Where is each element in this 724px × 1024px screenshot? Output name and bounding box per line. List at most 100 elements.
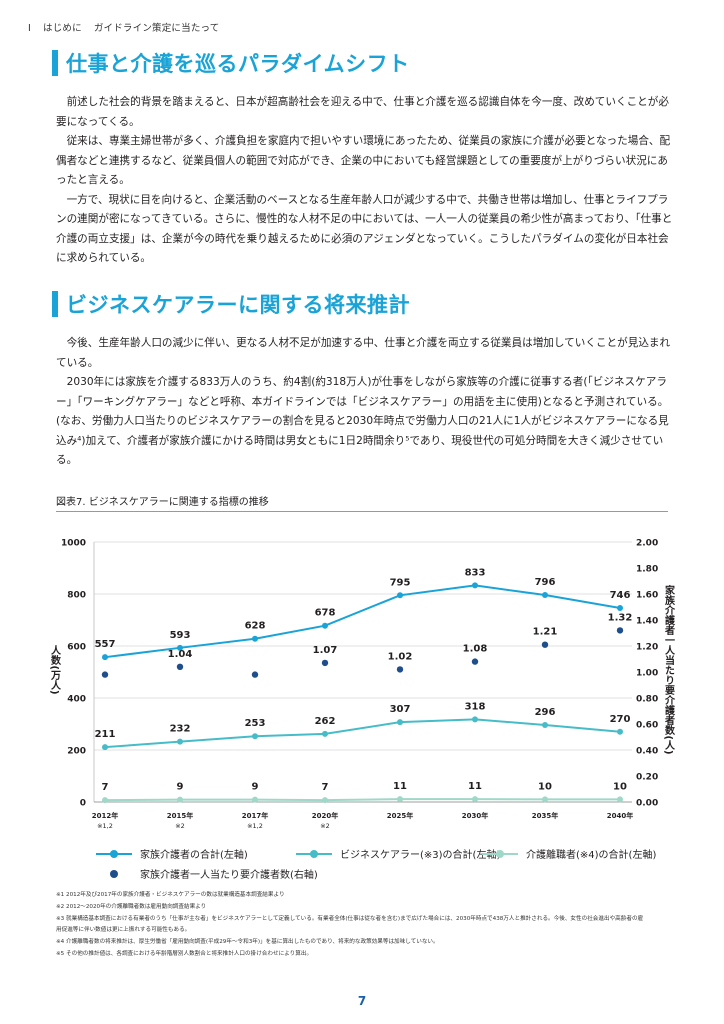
section-title: 仕事と介護を巡るパラダイムシフト [66,52,410,76]
data-label: 795 [390,577,411,588]
chapter-title: ガイドライン策定に当たって [93,23,220,34]
data-label: 557 [95,639,116,650]
chapter-number: Ⅰ [28,23,32,34]
data-point [177,644,183,651]
data-label: 11 [468,781,482,792]
figure-divider [56,511,668,512]
footnote: ※1 2012年及び2017年の家族介護者・ビジネスケアラーの数は就業構造基本調… [56,892,285,898]
data-label: 746 [610,590,631,601]
data-point [472,716,478,723]
data-label: 318 [465,701,486,712]
y-right-tick-label: 0.00 [636,799,658,809]
y-right-tick-label: 1.60 [636,591,658,601]
paragraph: 前述した社会的背景を踏まえると、日本が超高齢社会を迎える中で、仕事と介護を巡る認… [56,96,669,128]
y-right-tick-label: 1.00 [636,669,658,679]
data-point [177,738,183,745]
data-point [617,728,623,735]
footnote: 用促進等に伴い数値は更に上振れする可能性もある。 [56,927,191,934]
data-label: 593 [170,630,191,641]
y-right-tick-label: 2.00 [636,539,658,549]
footnote: ※4 介護離職者数の将来推計は、厚生労働省「雇用動向調査(平成29年～令和3年)… [56,939,439,946]
y-tick-label: 200 [67,747,86,757]
data-point [541,641,549,648]
legend-swatch [96,869,132,879]
data-point [396,666,404,673]
y-right-tick-label: 0.80 [636,695,658,705]
y-axis-title: 人数(万人) [49,644,62,694]
data-point [397,719,403,726]
data-point [252,733,258,740]
data-point [252,796,258,803]
page-number: 7 [357,994,367,1008]
y-right-tick-label: 0.20 [636,773,658,783]
x-tick-label: 2020年 [312,811,338,820]
y-right-tick-label: 0.60 [636,721,658,731]
data-point [472,796,478,803]
data-label: 296 [535,707,556,718]
y-tick-label: 400 [67,695,86,705]
legend-item: 介護離職者(※4)の合計(左軸) [482,846,656,861]
x-tick-label: 2015年 [167,811,193,820]
data-label: 1.21 [533,627,558,638]
y-right-tick-label: 1.80 [636,565,658,575]
legend-label: 介護離職者(※4)の合計(左軸) [526,850,657,861]
data-point [542,592,548,599]
data-point [397,592,403,599]
x-tick-label: 2012年 [92,811,118,820]
data-point [177,796,183,803]
series-line [104,718,621,749]
data-point [322,622,328,629]
footnote: ※5 その他の推計値は、各調査における年齢階層別人数割合と将来推計人口の掛け合わ… [56,950,313,957]
data-label: 307 [390,704,411,715]
y-tick-label: 600 [67,643,86,653]
data-point [176,663,184,670]
paragraph: 一方で、現状に目を向けると、企業活動のベースとなる生産年齢人口が減少する中で、共… [56,193,673,265]
data-label: 7 [102,782,109,793]
section-heading-paradigm: 仕事と介護を巡るパラダイムシフト [52,48,410,78]
data-label: 1.07 [313,645,338,656]
section-heading-business-carer: ビジネスケアラーに関する将来推計 [52,289,410,319]
data-label: 232 [170,724,191,735]
data-label: 833 [465,567,486,578]
paragraph: 2030年には家族を介護する833万人のうち、約4割(約318万人)が仕事をしな… [56,376,669,466]
legend-item: 家族介護者の合計(左軸) [96,846,248,861]
x-tick-note: ※2 [175,822,185,830]
y-tick-label: 1000 [61,539,86,549]
data-label: 628 [245,621,266,632]
data-point [102,797,108,804]
footnotes: ※1 2012年及び2017年の家族介護者・ビジネスケアラーの数は就業構造基本調… [56,890,674,961]
y-tick-label: 0 [80,799,86,809]
x-tick-label: 2040年 [607,811,633,820]
x-tick-label: 2025年 [387,811,413,820]
data-label: 9 [252,782,259,793]
legend-label: 家族介護者の合計(左軸) [140,850,248,861]
indicator-line-chart: 0 200 400 600 800 1000 0.00 0.20 0.40 0.60 0.80 1.0… [49,539,676,831]
legend-item: ビジネスケアラー(※3)の合計(左軸) [296,846,500,861]
data-point [322,797,328,804]
legend-swatch [96,849,132,859]
y-right-tick-label: 0.40 [636,747,658,757]
x-tick-label: 2030年 [462,811,488,820]
data-label: 1.08 [463,644,488,655]
legend-swatch [482,849,518,859]
x-tick-label: 2035年 [532,811,558,820]
data-point [101,671,109,678]
data-label: 270 [610,714,631,725]
y-right-tick-label: 1.20 [636,643,658,653]
data-point [617,796,623,803]
series-line [104,798,620,802]
heading-accent-bar [52,291,58,317]
data-point [472,582,478,589]
footnote: ※3 就業構造基本調査における有業者のうち「仕事が主な者」をビジネスケアラーとし… [56,915,644,922]
paragraph: 従来は、専業主婦世帯が多く、介護負担を家庭内で担いやすい環境にあったため、従業員… [56,135,671,186]
data-label: 262 [315,716,336,727]
data-label: 1.02 [388,651,413,662]
section-body-business-carer: 今後、生産年齢人口の減少に伴い、更なる人材不足が加速する中、仕事と介護を両立する… [56,334,678,471]
running-header: Ⅰ はじめに ガイドライン策定に当たって [28,20,219,34]
y-right-axis-title: 家族介護者一人当たり要介護者数(人) [663,584,676,754]
data-point [617,605,623,612]
data-point [102,654,108,661]
legend-item: 家族介護者一人当たり要介護者数(右軸) [96,866,318,881]
data-point [542,722,548,729]
heading-accent-bar [52,50,58,76]
